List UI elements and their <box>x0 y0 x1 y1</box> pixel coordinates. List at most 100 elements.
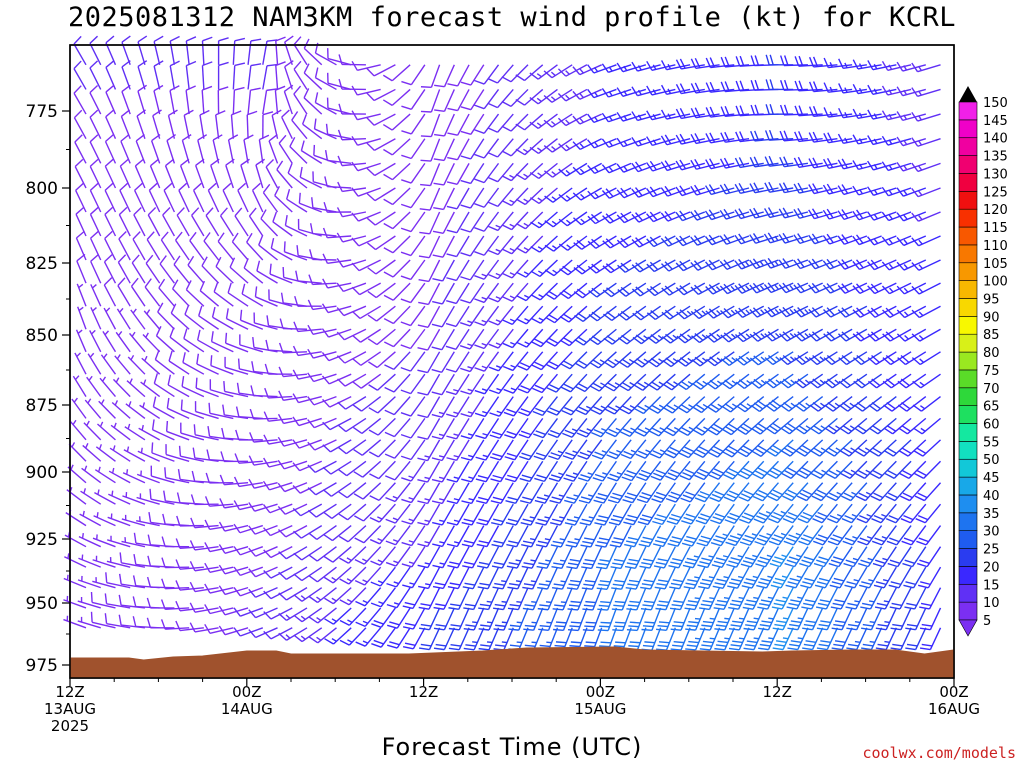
wind-barb <box>249 432 278 443</box>
wind-barb <box>487 162 514 183</box>
wind-barb <box>148 182 161 213</box>
colorbar-label: 90 <box>983 310 1000 325</box>
wind-barb <box>278 546 308 560</box>
wind-barb <box>321 351 352 362</box>
wind-barb <box>460 187 485 209</box>
wind-barb <box>248 627 278 639</box>
wind-barb <box>323 503 352 520</box>
wind-barb <box>92 555 116 568</box>
wind-barb <box>401 503 426 525</box>
wind-barb <box>529 64 558 80</box>
wind-barb <box>420 138 441 162</box>
wind-barb <box>771 587 794 610</box>
wind-barb <box>251 182 264 213</box>
wind-barb <box>383 138 411 156</box>
wind-barb <box>265 339 293 353</box>
wind-barb <box>165 444 190 462</box>
wind-barb <box>518 396 544 417</box>
wind-barb <box>696 525 721 547</box>
wind-barb <box>474 211 500 232</box>
wind-barb <box>153 84 164 115</box>
wind-barb <box>793 182 823 194</box>
wind-barb <box>529 138 558 155</box>
wind-barb <box>896 305 927 319</box>
wind-barb <box>577 439 603 460</box>
wind-barb <box>734 328 765 343</box>
wind-barb <box>678 439 706 459</box>
wind-barb <box>81 465 102 484</box>
x-tick-label: 15AUG <box>574 700 626 718</box>
wind-barb <box>911 62 941 73</box>
wind-barb <box>98 399 116 419</box>
colorbar-label: 45 <box>983 471 1000 486</box>
wind-barb <box>577 460 603 482</box>
wind-barb <box>176 515 204 527</box>
wind-barb <box>705 305 735 319</box>
wind-barb <box>875 607 897 631</box>
wind-barb <box>293 36 308 66</box>
wind-barb <box>237 182 249 213</box>
wind-barb <box>593 482 617 504</box>
wind-barb <box>860 587 883 610</box>
wind-barb <box>749 305 779 318</box>
wind-barb <box>446 235 470 258</box>
wind-barb <box>638 525 662 548</box>
wind-barb <box>78 533 102 548</box>
wind-barb <box>830 587 853 610</box>
wind-barb <box>205 207 220 237</box>
x-tick-label: 14AUG <box>221 700 273 718</box>
wind-barb <box>547 417 573 439</box>
wind-barb <box>710 525 735 547</box>
wind-barb <box>487 64 514 84</box>
wind-barb <box>402 607 426 630</box>
wind-barb <box>646 110 676 121</box>
colorbar-label: 30 <box>983 525 1000 540</box>
wind-barb <box>199 280 220 307</box>
wind-barb <box>293 525 323 539</box>
wind-barb <box>294 295 322 307</box>
colorbar-label: 140 <box>983 132 1008 147</box>
wind-barb <box>275 61 286 90</box>
wind-barb <box>490 482 514 505</box>
wind-barb <box>460 113 485 135</box>
wind-barb <box>912 396 941 412</box>
wind-barb <box>726 546 750 568</box>
wind-barb <box>189 561 219 572</box>
wind-barb <box>649 417 676 437</box>
wind-barb <box>258 235 278 261</box>
wind-barb <box>543 64 573 79</box>
wind-barb <box>277 524 308 538</box>
wind-barb <box>869 460 897 479</box>
colorbar-label: 80 <box>983 346 1000 361</box>
wind-barb <box>476 503 500 526</box>
wind-barb <box>474 305 500 327</box>
wind-barb <box>368 417 396 436</box>
wind-barb <box>215 110 226 139</box>
wind-barb <box>447 138 470 161</box>
wind-barb <box>646 282 676 297</box>
wind-barb <box>383 162 411 181</box>
wind-barb <box>460 439 485 461</box>
wind-barb <box>736 396 765 413</box>
wind-barb <box>808 105 838 118</box>
wind-barb <box>400 396 426 417</box>
wind-barb <box>154 349 175 375</box>
wind-barb <box>419 627 441 651</box>
wind-barb <box>653 525 676 548</box>
wind-barb <box>547 396 573 416</box>
wind-barb <box>911 351 941 366</box>
wind-barb <box>488 235 514 256</box>
wind-barb <box>169 60 180 90</box>
wind-barb <box>417 396 441 419</box>
wind-barb <box>352 396 382 412</box>
wind-barb <box>567 587 588 611</box>
wind-barb <box>204 519 234 531</box>
wind-barb <box>857 525 883 546</box>
wind-barb <box>368 439 396 458</box>
source-credit[interactable]: coolwx.com/models <box>862 744 1016 762</box>
wind-barb <box>558 235 588 251</box>
wind-barb <box>75 329 87 353</box>
wind-barb <box>339 546 367 564</box>
wind-barb <box>837 158 868 170</box>
